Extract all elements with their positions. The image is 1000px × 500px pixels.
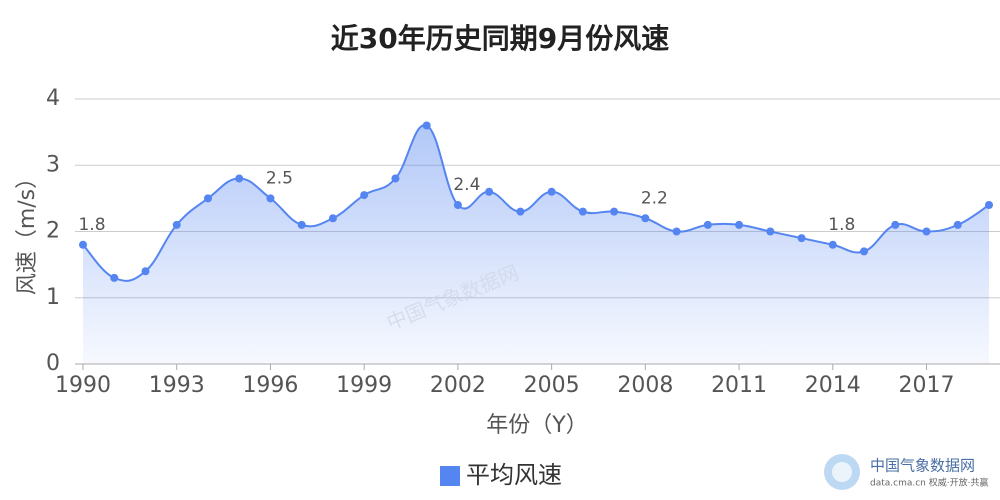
y-tick-label: 0 [46, 351, 60, 376]
point [110, 273, 119, 282]
point [860, 247, 869, 256]
y-tick-label: 1 [46, 285, 60, 310]
data-label: 2.2 [641, 188, 668, 208]
point [485, 187, 494, 196]
point [235, 174, 244, 183]
point [516, 207, 525, 216]
point [547, 187, 556, 196]
data-label: 2.5 [266, 168, 293, 188]
point [360, 191, 369, 200]
point [766, 227, 775, 236]
point [891, 220, 900, 229]
x-tick-label: 1993 [149, 373, 205, 398]
point [703, 220, 712, 229]
point [79, 240, 87, 249]
y-tick-label: 3 [46, 152, 60, 177]
x-tick-label: 2002 [430, 373, 486, 398]
x-tick-label: 2011 [711, 373, 767, 398]
point [828, 240, 837, 249]
x-tick-label: 2014 [805, 373, 861, 398]
point [985, 201, 993, 209]
point [578, 207, 587, 216]
point [172, 220, 181, 229]
legend-swatch [440, 466, 460, 486]
x-tick-label: 1990 [55, 373, 111, 398]
point [797, 234, 806, 243]
x-tick-label: 1996 [242, 373, 298, 398]
point [453, 201, 462, 209]
point [141, 267, 150, 276]
x-tick-label: 2017 [899, 373, 955, 398]
data-label: 2.4 [453, 175, 480, 195]
point [610, 207, 619, 216]
legend-label: 平均风速 [466, 461, 562, 489]
point [297, 220, 306, 229]
chart-title: 近30年历史同期9月份风速 [331, 22, 669, 55]
point [422, 121, 431, 130]
y-tick-label: 4 [46, 86, 60, 111]
x-tick-label: 1999 [336, 373, 392, 398]
data-label: 1.8 [78, 215, 105, 235]
logo-name: 中国气象数据网 [870, 457, 975, 475]
point [203, 194, 212, 203]
x-axis-label: 年份（Y） [486, 413, 587, 438]
y-axis-label: 风速（m/s） [15, 167, 40, 295]
data-label: 1.8 [828, 215, 855, 235]
point [328, 214, 337, 223]
point [735, 220, 744, 229]
logo-icon-inner [832, 462, 852, 482]
point [641, 214, 650, 223]
y-tick-label: 2 [46, 219, 60, 244]
point [672, 227, 681, 236]
point [391, 174, 400, 183]
area-fill [83, 125, 989, 364]
logo-tagline: data.cma.cn 权威·开放·共赢 [870, 477, 988, 489]
x-tick-label: 2008 [617, 373, 673, 398]
point [953, 220, 962, 229]
point [266, 194, 275, 203]
x-tick-label: 2005 [524, 373, 580, 398]
point [922, 227, 931, 236]
